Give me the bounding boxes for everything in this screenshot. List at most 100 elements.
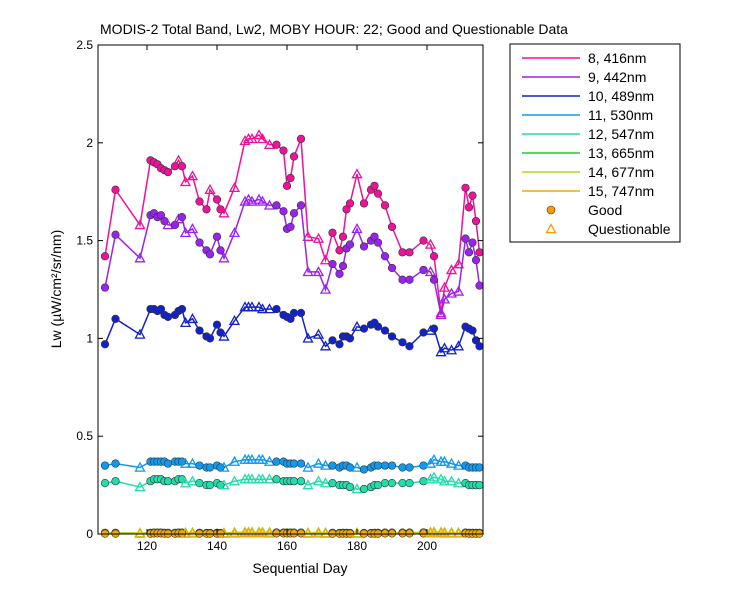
questionable-point xyxy=(256,453,269,464)
good-point xyxy=(475,481,484,490)
good-point xyxy=(345,199,355,208)
legend-label: Good xyxy=(588,202,622,218)
questionable-point xyxy=(263,455,276,466)
legend-items: 8, 416nm 9, 442nm 10, 489nm 11, 530nm 12, 54… xyxy=(522,50,671,237)
good-point xyxy=(100,340,110,349)
legend-marker-good xyxy=(546,205,556,215)
good-point xyxy=(111,230,120,239)
questionable-point xyxy=(134,252,146,263)
good-point xyxy=(370,181,379,190)
good-point xyxy=(464,248,474,257)
questionable-point xyxy=(263,199,276,210)
legend-label: 11, 530nm xyxy=(588,107,653,123)
questionable-point xyxy=(179,477,192,488)
series-0 xyxy=(100,129,484,318)
good-point xyxy=(328,259,337,269)
good-point xyxy=(373,322,383,331)
good-point xyxy=(177,162,187,171)
questionable-point xyxy=(186,223,199,234)
good-point xyxy=(111,314,120,323)
legend-marker-questionable xyxy=(545,223,557,234)
axes-layer: 120 140 160 180 200 0 0.5 1 1.5 2 2.5 xyxy=(76,38,483,553)
good-point xyxy=(296,477,306,486)
questionable-point xyxy=(445,527,458,538)
good-point xyxy=(205,334,215,343)
questionable-point xyxy=(424,238,437,249)
good-point xyxy=(398,529,407,538)
good-point xyxy=(100,252,110,261)
questionable-point xyxy=(351,527,363,538)
questionable-point xyxy=(239,135,251,146)
questionable-point xyxy=(312,266,325,277)
good-point xyxy=(195,461,204,470)
questionable-point xyxy=(445,264,458,275)
good-point xyxy=(100,479,110,488)
questionable-point xyxy=(253,129,265,140)
questionable-point xyxy=(452,340,465,351)
questionable-point xyxy=(438,455,451,466)
questionable-point xyxy=(246,527,258,538)
good-point xyxy=(282,181,292,190)
questionable-point xyxy=(312,232,325,243)
good-point xyxy=(212,320,222,329)
good-point xyxy=(296,201,306,210)
good-point xyxy=(373,189,383,198)
questionable-point xyxy=(438,281,451,292)
good-point xyxy=(475,342,484,351)
questionable-point xyxy=(302,479,314,490)
questionable-point xyxy=(445,475,458,486)
good-point xyxy=(359,324,369,333)
good-point xyxy=(163,312,173,321)
questionable-point xyxy=(452,527,465,538)
questionable-point xyxy=(428,471,440,482)
questionable-point xyxy=(452,477,465,488)
questionable-point xyxy=(351,483,363,494)
questionable-point xyxy=(134,481,146,492)
questionable-point xyxy=(134,219,146,230)
good-point xyxy=(461,183,470,192)
good-point xyxy=(289,209,299,218)
questionable-point xyxy=(256,303,269,314)
y-tick-label: 0 xyxy=(86,527,93,541)
good-point xyxy=(359,199,369,208)
y-tick-label: 2 xyxy=(86,136,93,150)
good-point xyxy=(335,340,344,349)
y-tick-label: 2.5 xyxy=(76,38,93,52)
x-tick-label: 180 xyxy=(347,539,367,553)
questionable-point xyxy=(263,303,276,314)
series-7 xyxy=(100,527,484,538)
questionable-point xyxy=(256,527,269,538)
good-point xyxy=(279,207,288,216)
legend-label: 10, 489nm xyxy=(588,88,654,104)
good-point xyxy=(461,234,470,243)
questionable-point xyxy=(312,457,325,468)
good-point xyxy=(338,261,348,271)
questionable-point xyxy=(312,527,325,538)
good-point xyxy=(468,238,477,247)
questionable-point xyxy=(302,527,314,538)
questionable-point xyxy=(435,307,447,318)
questionable-point xyxy=(263,138,276,150)
questionable-point xyxy=(218,527,230,538)
questionable-point xyxy=(186,457,199,468)
good-point xyxy=(205,481,215,490)
legend: 8, 416nm 9, 442nm 10, 489nm 11, 530nm 12, 54… xyxy=(509,43,681,243)
good-point xyxy=(286,222,295,232)
questionable-point xyxy=(246,473,258,484)
questionable-point xyxy=(319,340,332,351)
good-point xyxy=(405,342,414,351)
good-point xyxy=(338,232,348,241)
good-point xyxy=(296,308,306,318)
good-point xyxy=(289,152,299,161)
good-point xyxy=(468,326,477,335)
questionable-point xyxy=(256,473,269,484)
good-point xyxy=(272,304,281,314)
good-point xyxy=(419,265,428,275)
good-point xyxy=(216,246,225,255)
good-point xyxy=(387,461,397,470)
x-tick-label: 120 xyxy=(137,539,157,553)
questionable-point xyxy=(319,477,332,488)
good-point xyxy=(328,479,337,488)
questionable-point xyxy=(134,461,146,472)
